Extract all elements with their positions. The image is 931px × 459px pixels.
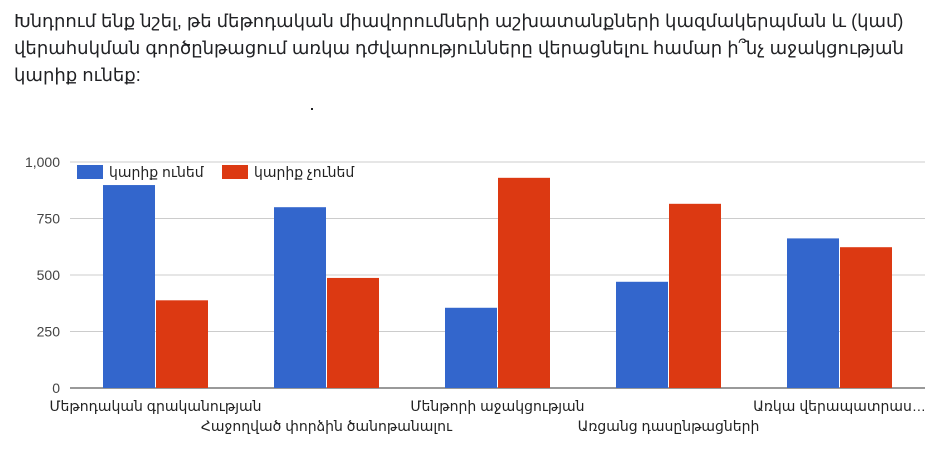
y-tick-label: 1,000 (25, 154, 60, 170)
legend-swatch (77, 165, 103, 179)
bar-need-3[interactable] (616, 281, 668, 388)
legend-swatch (222, 165, 248, 179)
bar-need-4[interactable] (787, 238, 839, 388)
bar-need-0[interactable] (103, 185, 155, 388)
y-tick-label: 250 (37, 324, 61, 340)
legend-label: կարիք չունեմ (254, 164, 355, 180)
x-category-label: Առցանց դասընթացների (578, 418, 760, 434)
bar-no-need-1[interactable] (327, 277, 379, 388)
x-category-label: Առկա վերապատրաս… (753, 398, 926, 414)
chart-legend: կարիք ունեմ կարիք չունեմ (77, 164, 355, 180)
y-tick-label: 500 (37, 267, 61, 283)
x-axis: Մեթոդական գրականության Հաջողված փորձին ծա… (49, 398, 925, 434)
x-category-label: Հաջողված փորձին ծանոթանալու (201, 418, 453, 434)
bar-need-1[interactable] (274, 207, 326, 388)
x-category-label: Մենթորի աջակցության (410, 398, 584, 414)
chart-gridlines (70, 161, 925, 389)
question-text: Խնդրում ենք նշել, թե մեթոդական միավորում… (14, 11, 904, 85)
x-category-label: Մեթոդական գրականության (49, 398, 261, 414)
legend-label: կարիք ունեմ (109, 164, 205, 180)
bar-no-need-3[interactable] (669, 203, 721, 388)
bar-no-need-2[interactable] (498, 177, 550, 388)
chart-bars (103, 177, 892, 388)
y-tick-label: 0 (52, 380, 60, 396)
bar-no-need-0[interactable] (156, 300, 208, 388)
bar-no-need-4[interactable] (840, 247, 892, 388)
decorative-dot (311, 108, 313, 110)
y-axis: 0 250 500 750 1,000 (25, 154, 60, 396)
bar-need-2[interactable] (445, 307, 497, 388)
y-tick-label: 750 (37, 211, 61, 227)
